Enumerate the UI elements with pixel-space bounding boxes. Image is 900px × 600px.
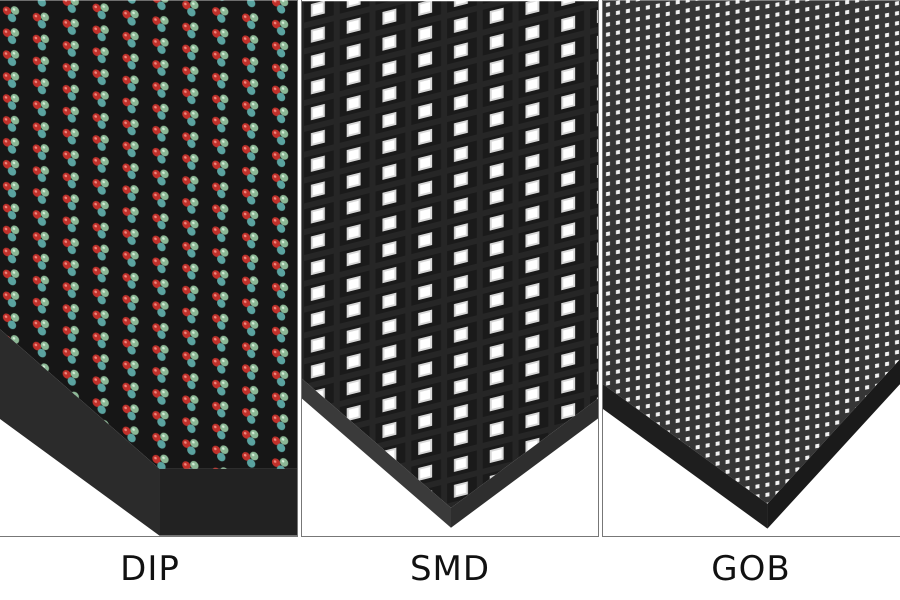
dip-label: DIP <box>120 549 180 589</box>
dip-led-module <box>0 0 297 536</box>
smd-led-module <box>302 1 598 528</box>
gob-label: GOB <box>711 549 791 589</box>
smd-panel-image <box>301 0 599 537</box>
gob-panel-image <box>602 0 900 537</box>
dip-panel-image <box>0 0 298 537</box>
smd-label: SMD <box>409 549 491 589</box>
gob-led-module <box>603 0 900 529</box>
